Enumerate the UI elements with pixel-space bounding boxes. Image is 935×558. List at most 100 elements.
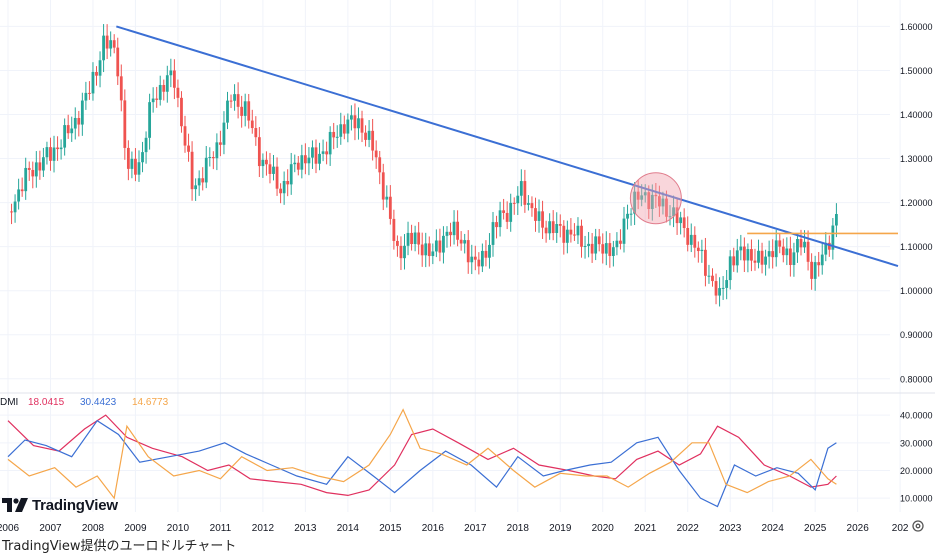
tradingview-logo[interactable]: TradingView [2, 496, 118, 514]
candle-body [718, 288, 721, 296]
candle-body [452, 221, 456, 236]
time-axis-label: 2006 [0, 523, 20, 534]
candle-body [42, 157, 45, 171]
candle-body [410, 232, 413, 245]
candle-body [771, 251, 775, 258]
candle-body [56, 147, 59, 150]
candle-body [459, 239, 463, 244]
candle-body [289, 164, 293, 185]
candle-body [172, 70, 176, 88]
candle-body [537, 211, 541, 221]
candle-body [750, 249, 753, 261]
candle-body [137, 162, 141, 175]
candle-body [353, 115, 357, 129]
time-axis-label: 2020 [592, 523, 615, 534]
candle-body [707, 275, 711, 277]
price-axis-label: 0.90000 [900, 330, 933, 340]
candle-body [45, 147, 49, 158]
candle-body [796, 239, 799, 253]
candle-body [80, 100, 84, 125]
candle-body [781, 246, 785, 256]
candle-body [17, 189, 21, 202]
candle-body [424, 243, 428, 256]
candle-body [732, 256, 736, 266]
candle-body [226, 100, 229, 123]
candle-body [580, 225, 583, 247]
candle-body [622, 218, 626, 244]
candle-body [654, 194, 658, 197]
candle-body [629, 213, 633, 215]
candle-body [555, 224, 559, 234]
candle-body [243, 101, 247, 116]
candle-body [332, 131, 336, 138]
indicator-axis-label: 20.0000 [900, 466, 933, 476]
candle-body [466, 240, 470, 263]
candle-body [725, 280, 729, 288]
candle-body [512, 202, 516, 204]
candle-body [665, 198, 668, 217]
candle-body [180, 97, 183, 127]
gear-icon[interactable] [911, 519, 925, 533]
candle-body [84, 92, 88, 101]
candle-body [169, 70, 173, 76]
price-axis-label: 1.40000 [900, 110, 933, 120]
candle-body [66, 125, 70, 134]
time-axis-label: 2024 [762, 523, 785, 534]
candle-body [52, 147, 56, 161]
time-axis-label: 2013 [294, 523, 317, 534]
candle-body [399, 245, 403, 259]
candle-body [165, 75, 169, 92]
candle-body [442, 235, 445, 253]
candle-body [420, 244, 424, 256]
candle-body [109, 40, 113, 49]
price-axis-label: 1.20000 [900, 198, 933, 208]
candle-body [197, 178, 201, 186]
candle-body [831, 225, 835, 250]
candle-body [417, 232, 421, 245]
candle-body [116, 47, 120, 77]
time-axis-label: 2015 [379, 523, 402, 534]
candle-body [318, 153, 321, 164]
candle-body [371, 130, 375, 151]
candle-body [222, 122, 226, 145]
candle-body [696, 247, 700, 252]
candle-body [774, 240, 778, 258]
candle-body [509, 202, 513, 222]
price-axis-label: 1.00000 [900, 286, 933, 296]
time-axis-label: 202 [892, 523, 909, 534]
candle-body [739, 246, 743, 251]
candle-body [427, 243, 431, 257]
time-axis-label: 2026 [847, 523, 870, 534]
candle-body [176, 87, 180, 98]
time-axis-label: 2023 [719, 523, 742, 534]
dmi-line [7, 414, 837, 497]
candle-body [661, 198, 665, 207]
tradingview-logo-text: TradingView [32, 496, 118, 514]
time-axis-label: 2019 [549, 523, 572, 534]
candle-body [208, 157, 212, 159]
candle-body [516, 195, 520, 204]
candle-body [374, 150, 378, 158]
candle-body [590, 243, 594, 254]
candle-body [523, 181, 527, 205]
candle-body [650, 194, 654, 210]
candle-body [502, 210, 506, 213]
candle-body [183, 126, 187, 146]
candle-body [643, 192, 647, 196]
candle-body [272, 166, 275, 174]
candle-body [633, 191, 637, 214]
dmi-line [7, 408, 837, 500]
time-axis-label: 2025 [804, 523, 827, 534]
candle-body [689, 234, 693, 245]
candle-body [657, 196, 661, 207]
candle-body [735, 250, 739, 266]
indicator-axis-label: 10.0000 [900, 494, 933, 504]
price-drawings[interactable] [116, 25, 899, 267]
candle-body [679, 217, 683, 224]
candle-body [672, 207, 675, 217]
candle-body [20, 189, 24, 192]
candle-body [477, 259, 481, 267]
candle-body [378, 157, 382, 173]
